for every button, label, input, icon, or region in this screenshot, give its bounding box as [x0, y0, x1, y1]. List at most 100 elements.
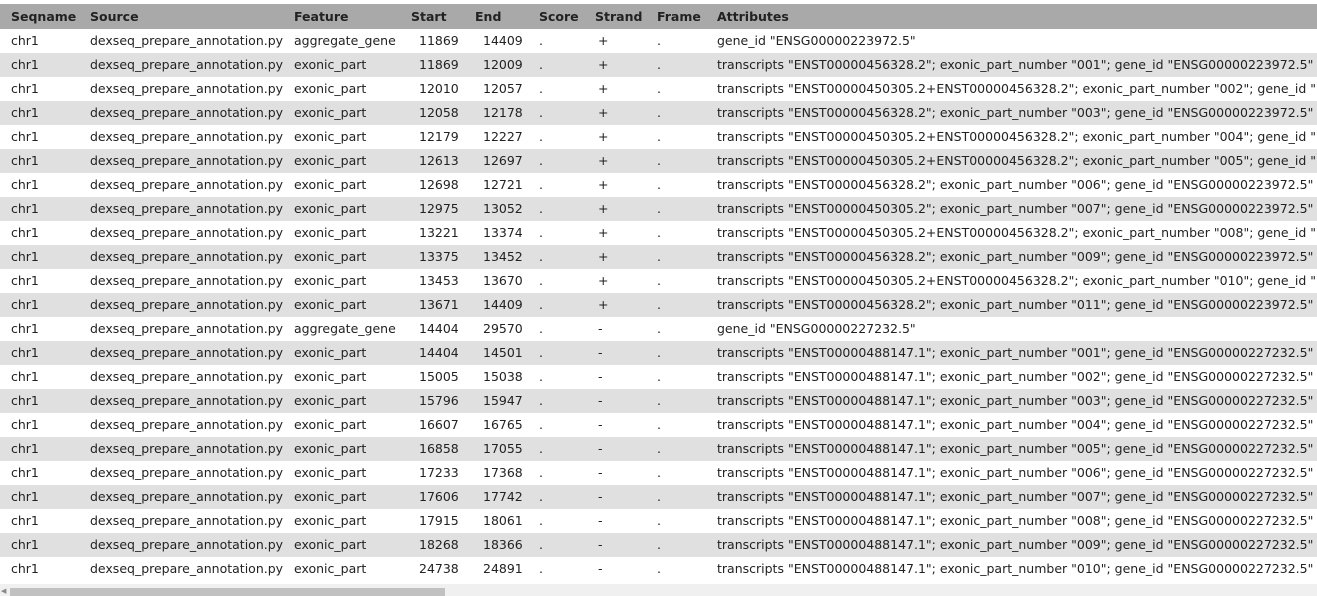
cell-feature: aggregate_gene — [294, 321, 396, 336]
cell-end: 15947 — [483, 393, 523, 408]
cell-frame: . — [657, 369, 661, 384]
cell-source: dexseq_prepare_annotation.py — [90, 513, 284, 528]
column-header-attributes[interactable]: Attributes — [717, 9, 789, 24]
column-header-strand[interactable]: Strand — [595, 9, 643, 24]
cell-frame: . — [657, 417, 661, 432]
table-row[interactable]: chr1 dexseq_prepare_annotation.py exonic_p… — [0, 509, 1317, 533]
table-row[interactable]: chr1 dexseq_prepare_annotation.py exonic_p… — [0, 389, 1317, 413]
cell-start: 17233 — [419, 465, 459, 480]
cell-strand: - — [598, 321, 603, 336]
table-row[interactable]: chr1 dexseq_prepare_annotation.py exonic_p… — [0, 53, 1317, 77]
table-row[interactable]: chr1 dexseq_prepare_annotation.py exonic_p… — [0, 413, 1317, 437]
column-header-feature[interactable]: Feature — [294, 9, 349, 24]
table-row[interactable]: chr1 dexseq_prepare_annotation.py exonic_p… — [0, 533, 1317, 557]
scrollbar-thumb[interactable] — [10, 588, 445, 596]
cell-score: . — [539, 33, 543, 48]
cell-attributes: transcripts "ENST00000450305.2+ENST00000… — [717, 225, 1317, 240]
cell-feature: exonic_part — [294, 249, 367, 264]
scroll-left-arrow-icon[interactable]: ◀ — [1, 587, 7, 595]
cell-source: dexseq_prepare_annotation.py — [90, 249, 284, 264]
cell-score: . — [539, 225, 543, 240]
cell-frame: . — [657, 225, 661, 240]
cell-strand: + — [598, 249, 609, 264]
cell-end: 12697 — [483, 153, 523, 168]
table-row[interactable]: chr1 dexseq_prepare_annotation.py exonic_p… — [0, 197, 1317, 221]
cell-frame: . — [657, 177, 661, 192]
table-row[interactable]: chr1 dexseq_prepare_annotation.py exonic_p… — [0, 485, 1317, 509]
table-row[interactable]: chr1 dexseq_prepare_annotation.py exonic_p… — [0, 341, 1317, 365]
cell-strand: + — [598, 201, 609, 216]
cell-start: 12698 — [419, 177, 459, 192]
table-row[interactable]: chr1 dexseq_prepare_annotation.py exonic_p… — [0, 293, 1317, 317]
cell-score: . — [539, 81, 543, 96]
cell-score: . — [539, 561, 543, 576]
table-row[interactable]: chr1 dexseq_prepare_annotation.py exonic_p… — [0, 77, 1317, 101]
cell-score: . — [539, 129, 543, 144]
column-header-seqname[interactable]: Seqname — [11, 9, 77, 24]
table-row[interactable]: chr1 dexseq_prepare_annotation.py aggregat… — [0, 29, 1317, 53]
column-header-end[interactable]: End — [475, 9, 502, 24]
cell-strand: + — [598, 225, 609, 240]
table-row[interactable]: chr1 dexseq_prepare_annotation.py exonic_p… — [0, 221, 1317, 245]
cell-seqname: chr1 — [11, 225, 39, 240]
table-row[interactable]: chr1 dexseq_prepare_annotation.py exonic_p… — [0, 269, 1317, 293]
cell-source: dexseq_prepare_annotation.py — [90, 417, 284, 432]
cell-seqname: chr1 — [11, 153, 39, 168]
cell-feature: exonic_part — [294, 441, 367, 456]
table-row[interactable]: chr1 dexseq_prepare_annotation.py exonic_p… — [0, 557, 1317, 581]
cell-feature: exonic_part — [294, 81, 367, 96]
cell-attributes: transcripts "ENST00000456328.2"; exonic_… — [717, 297, 1314, 312]
column-header-score[interactable]: Score — [539, 9, 579, 24]
cell-source: dexseq_prepare_annotation.py — [90, 177, 284, 192]
cell-score: . — [539, 369, 543, 384]
table-row[interactable]: chr1 dexseq_prepare_annotation.py aggregat… — [0, 317, 1317, 341]
cell-seqname: chr1 — [11, 465, 39, 480]
table-row[interactable]: chr1 dexseq_prepare_annotation.py exonic_p… — [0, 461, 1317, 485]
table-row[interactable]: chr1 dexseq_prepare_annotation.py exonic_p… — [0, 365, 1317, 389]
cell-frame: . — [657, 129, 661, 144]
cell-seqname: chr1 — [11, 561, 39, 576]
table-row[interactable]: chr1 dexseq_prepare_annotation.py exonic_p… — [0, 245, 1317, 269]
cell-score: . — [539, 537, 543, 552]
table-row[interactable]: chr1 dexseq_prepare_annotation.py exonic_p… — [0, 173, 1317, 197]
horizontal-scrollbar[interactable]: ◀ — [0, 584, 1317, 596]
cell-feature: exonic_part — [294, 417, 367, 432]
cell-attributes: transcripts "ENST00000456328.2"; exonic_… — [717, 177, 1314, 192]
cell-attributes: transcripts "ENST00000450305.2"; exonic_… — [717, 201, 1314, 216]
cell-end: 17368 — [483, 465, 523, 480]
cell-source: dexseq_prepare_annotation.py — [90, 489, 284, 504]
column-header-frame[interactable]: Frame — [657, 9, 701, 24]
cell-source: dexseq_prepare_annotation.py — [90, 321, 284, 336]
cell-seqname: chr1 — [11, 417, 39, 432]
table-row[interactable]: chr1 dexseq_prepare_annotation.py exonic_p… — [0, 437, 1317, 461]
cell-seqname: chr1 — [11, 129, 39, 144]
column-header-start[interactable]: Start — [411, 9, 447, 24]
cell-source: dexseq_prepare_annotation.py — [90, 465, 284, 480]
cell-source: dexseq_prepare_annotation.py — [90, 81, 284, 96]
cell-feature: exonic_part — [294, 201, 367, 216]
cell-source: dexseq_prepare_annotation.py — [90, 369, 284, 384]
cell-seqname: chr1 — [11, 105, 39, 120]
table-row[interactable]: chr1 dexseq_prepare_annotation.py exonic_p… — [0, 101, 1317, 125]
cell-feature: exonic_part — [294, 177, 367, 192]
cell-end: 13374 — [483, 225, 523, 240]
cell-seqname: chr1 — [11, 81, 39, 96]
cell-score: . — [539, 513, 543, 528]
cell-seqname: chr1 — [11, 393, 39, 408]
cell-strand: + — [598, 297, 609, 312]
table-row[interactable]: chr1 dexseq_prepare_annotation.py exonic_p… — [0, 149, 1317, 173]
cell-seqname: chr1 — [11, 369, 39, 384]
table-row[interactable]: chr1 dexseq_prepare_annotation.py exonic_p… — [0, 125, 1317, 149]
cell-source: dexseq_prepare_annotation.py — [90, 441, 284, 456]
cell-end: 12721 — [483, 177, 523, 192]
cell-source: dexseq_prepare_annotation.py — [90, 153, 284, 168]
cell-attributes: transcripts "ENST00000488147.1"; exonic_… — [717, 513, 1314, 528]
cell-score: . — [539, 273, 543, 288]
cell-strand: - — [598, 465, 603, 480]
cell-feature: exonic_part — [294, 465, 367, 480]
column-header-source[interactable]: Source — [90, 9, 139, 24]
cell-feature: exonic_part — [294, 345, 367, 360]
cell-feature: exonic_part — [294, 57, 367, 72]
cell-start: 18268 — [419, 537, 459, 552]
cell-end: 29570 — [483, 321, 523, 336]
